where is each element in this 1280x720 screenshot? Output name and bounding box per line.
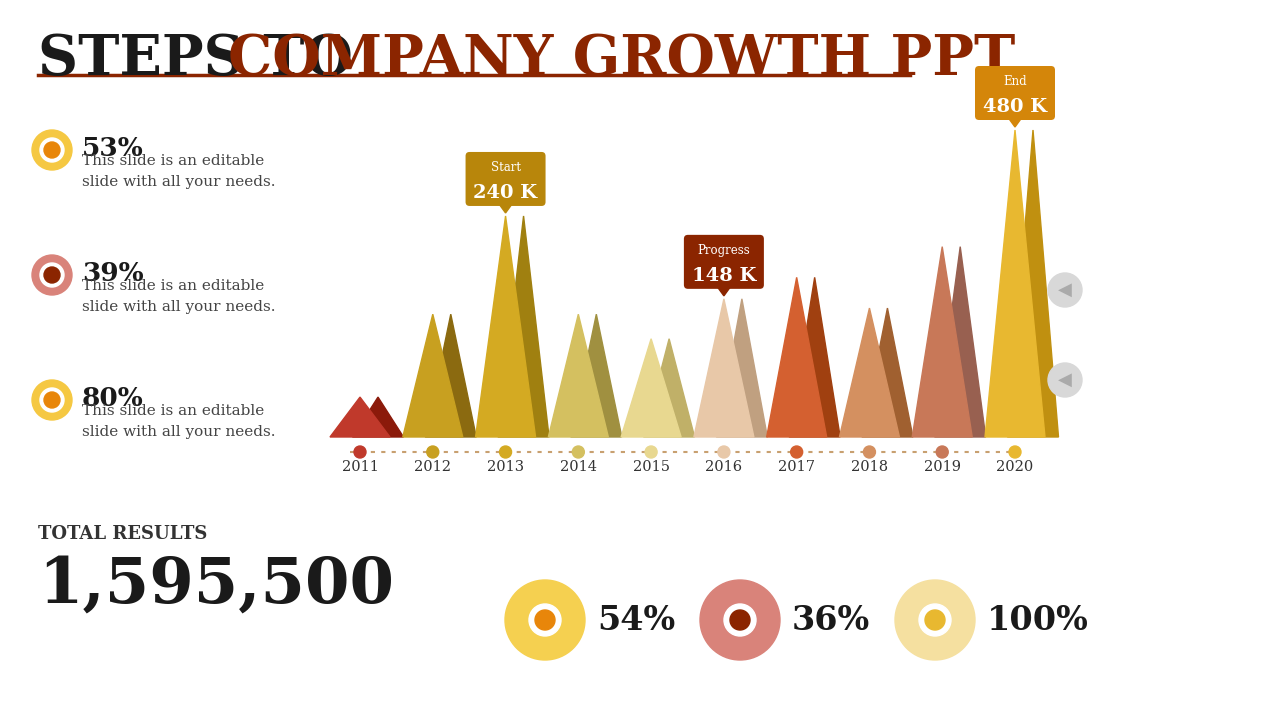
Text: 2019: 2019 xyxy=(924,460,961,474)
Polygon shape xyxy=(571,314,622,437)
Text: 480 K: 480 K xyxy=(983,98,1047,116)
FancyBboxPatch shape xyxy=(684,235,764,289)
Text: 2013: 2013 xyxy=(486,460,524,474)
Polygon shape xyxy=(694,299,754,437)
Text: 100%: 100% xyxy=(987,603,1089,636)
Polygon shape xyxy=(621,338,681,437)
Circle shape xyxy=(936,446,948,458)
Circle shape xyxy=(700,580,780,660)
Polygon shape xyxy=(913,247,973,437)
Polygon shape xyxy=(767,277,827,437)
Circle shape xyxy=(44,392,60,408)
Circle shape xyxy=(925,610,945,630)
Circle shape xyxy=(40,263,64,287)
Polygon shape xyxy=(403,314,463,437)
Polygon shape xyxy=(498,202,513,213)
Polygon shape xyxy=(425,314,476,437)
Text: STEPS TO: STEPS TO xyxy=(38,32,372,87)
Polygon shape xyxy=(476,216,535,437)
Text: This slide is an editable
slide with all your needs.: This slide is an editable slide with all… xyxy=(82,279,275,314)
Circle shape xyxy=(572,446,585,458)
Text: This slide is an editable
slide with all your needs.: This slide is an editable slide with all… xyxy=(82,154,275,189)
Text: 2011: 2011 xyxy=(342,460,379,474)
Circle shape xyxy=(895,580,975,660)
Circle shape xyxy=(791,446,803,458)
Text: Progress: Progress xyxy=(698,244,750,257)
Circle shape xyxy=(1048,363,1082,397)
Circle shape xyxy=(32,130,72,170)
Polygon shape xyxy=(861,308,913,437)
Text: 53%: 53% xyxy=(82,136,143,161)
Circle shape xyxy=(1048,273,1082,307)
Polygon shape xyxy=(1007,130,1059,437)
Text: COMPANY GROWTH PPT: COMPANY GROWTH PPT xyxy=(228,32,1015,87)
Text: 36%: 36% xyxy=(792,603,870,636)
Polygon shape xyxy=(1007,116,1023,127)
Polygon shape xyxy=(352,397,403,437)
Circle shape xyxy=(499,446,512,458)
Circle shape xyxy=(40,388,64,412)
Text: ◀: ◀ xyxy=(1059,371,1071,389)
Text: This slide is an editable
slide with all your needs.: This slide is an editable slide with all… xyxy=(82,404,275,438)
Polygon shape xyxy=(986,130,1044,437)
Text: ◀: ◀ xyxy=(1059,281,1071,299)
Text: 240 K: 240 K xyxy=(474,184,538,202)
FancyBboxPatch shape xyxy=(466,152,545,206)
Text: 2018: 2018 xyxy=(851,460,888,474)
Circle shape xyxy=(724,604,756,636)
Text: 148 K: 148 K xyxy=(691,267,756,285)
Polygon shape xyxy=(934,247,986,437)
Circle shape xyxy=(645,446,657,458)
Polygon shape xyxy=(548,314,608,437)
Text: 2017: 2017 xyxy=(778,460,815,474)
Text: 2015: 2015 xyxy=(632,460,669,474)
Polygon shape xyxy=(330,397,390,437)
Circle shape xyxy=(32,255,72,295)
Circle shape xyxy=(32,380,72,420)
Text: Start: Start xyxy=(490,161,521,174)
Polygon shape xyxy=(498,216,549,437)
FancyBboxPatch shape xyxy=(975,66,1055,120)
Text: 54%: 54% xyxy=(596,603,676,636)
Polygon shape xyxy=(790,277,840,437)
Polygon shape xyxy=(840,308,900,437)
Circle shape xyxy=(44,142,60,158)
Text: TOTAL RESULTS: TOTAL RESULTS xyxy=(38,525,207,543)
Text: 2012: 2012 xyxy=(415,460,452,474)
Text: 1,595,500: 1,595,500 xyxy=(38,555,394,616)
Circle shape xyxy=(718,446,730,458)
Circle shape xyxy=(864,446,876,458)
Circle shape xyxy=(1009,446,1021,458)
Circle shape xyxy=(426,446,439,458)
Text: 2020: 2020 xyxy=(996,460,1034,474)
Text: 2014: 2014 xyxy=(559,460,596,474)
Polygon shape xyxy=(716,285,732,296)
Polygon shape xyxy=(717,299,768,437)
Circle shape xyxy=(535,610,556,630)
Text: 2016: 2016 xyxy=(705,460,742,474)
Circle shape xyxy=(919,604,951,636)
Text: 39%: 39% xyxy=(82,261,143,286)
Circle shape xyxy=(44,267,60,283)
Circle shape xyxy=(506,580,585,660)
Circle shape xyxy=(40,138,64,162)
Circle shape xyxy=(529,604,561,636)
Polygon shape xyxy=(644,338,695,437)
Circle shape xyxy=(730,610,750,630)
Text: End: End xyxy=(1004,75,1027,88)
Text: 80%: 80% xyxy=(82,386,143,411)
Circle shape xyxy=(355,446,366,458)
